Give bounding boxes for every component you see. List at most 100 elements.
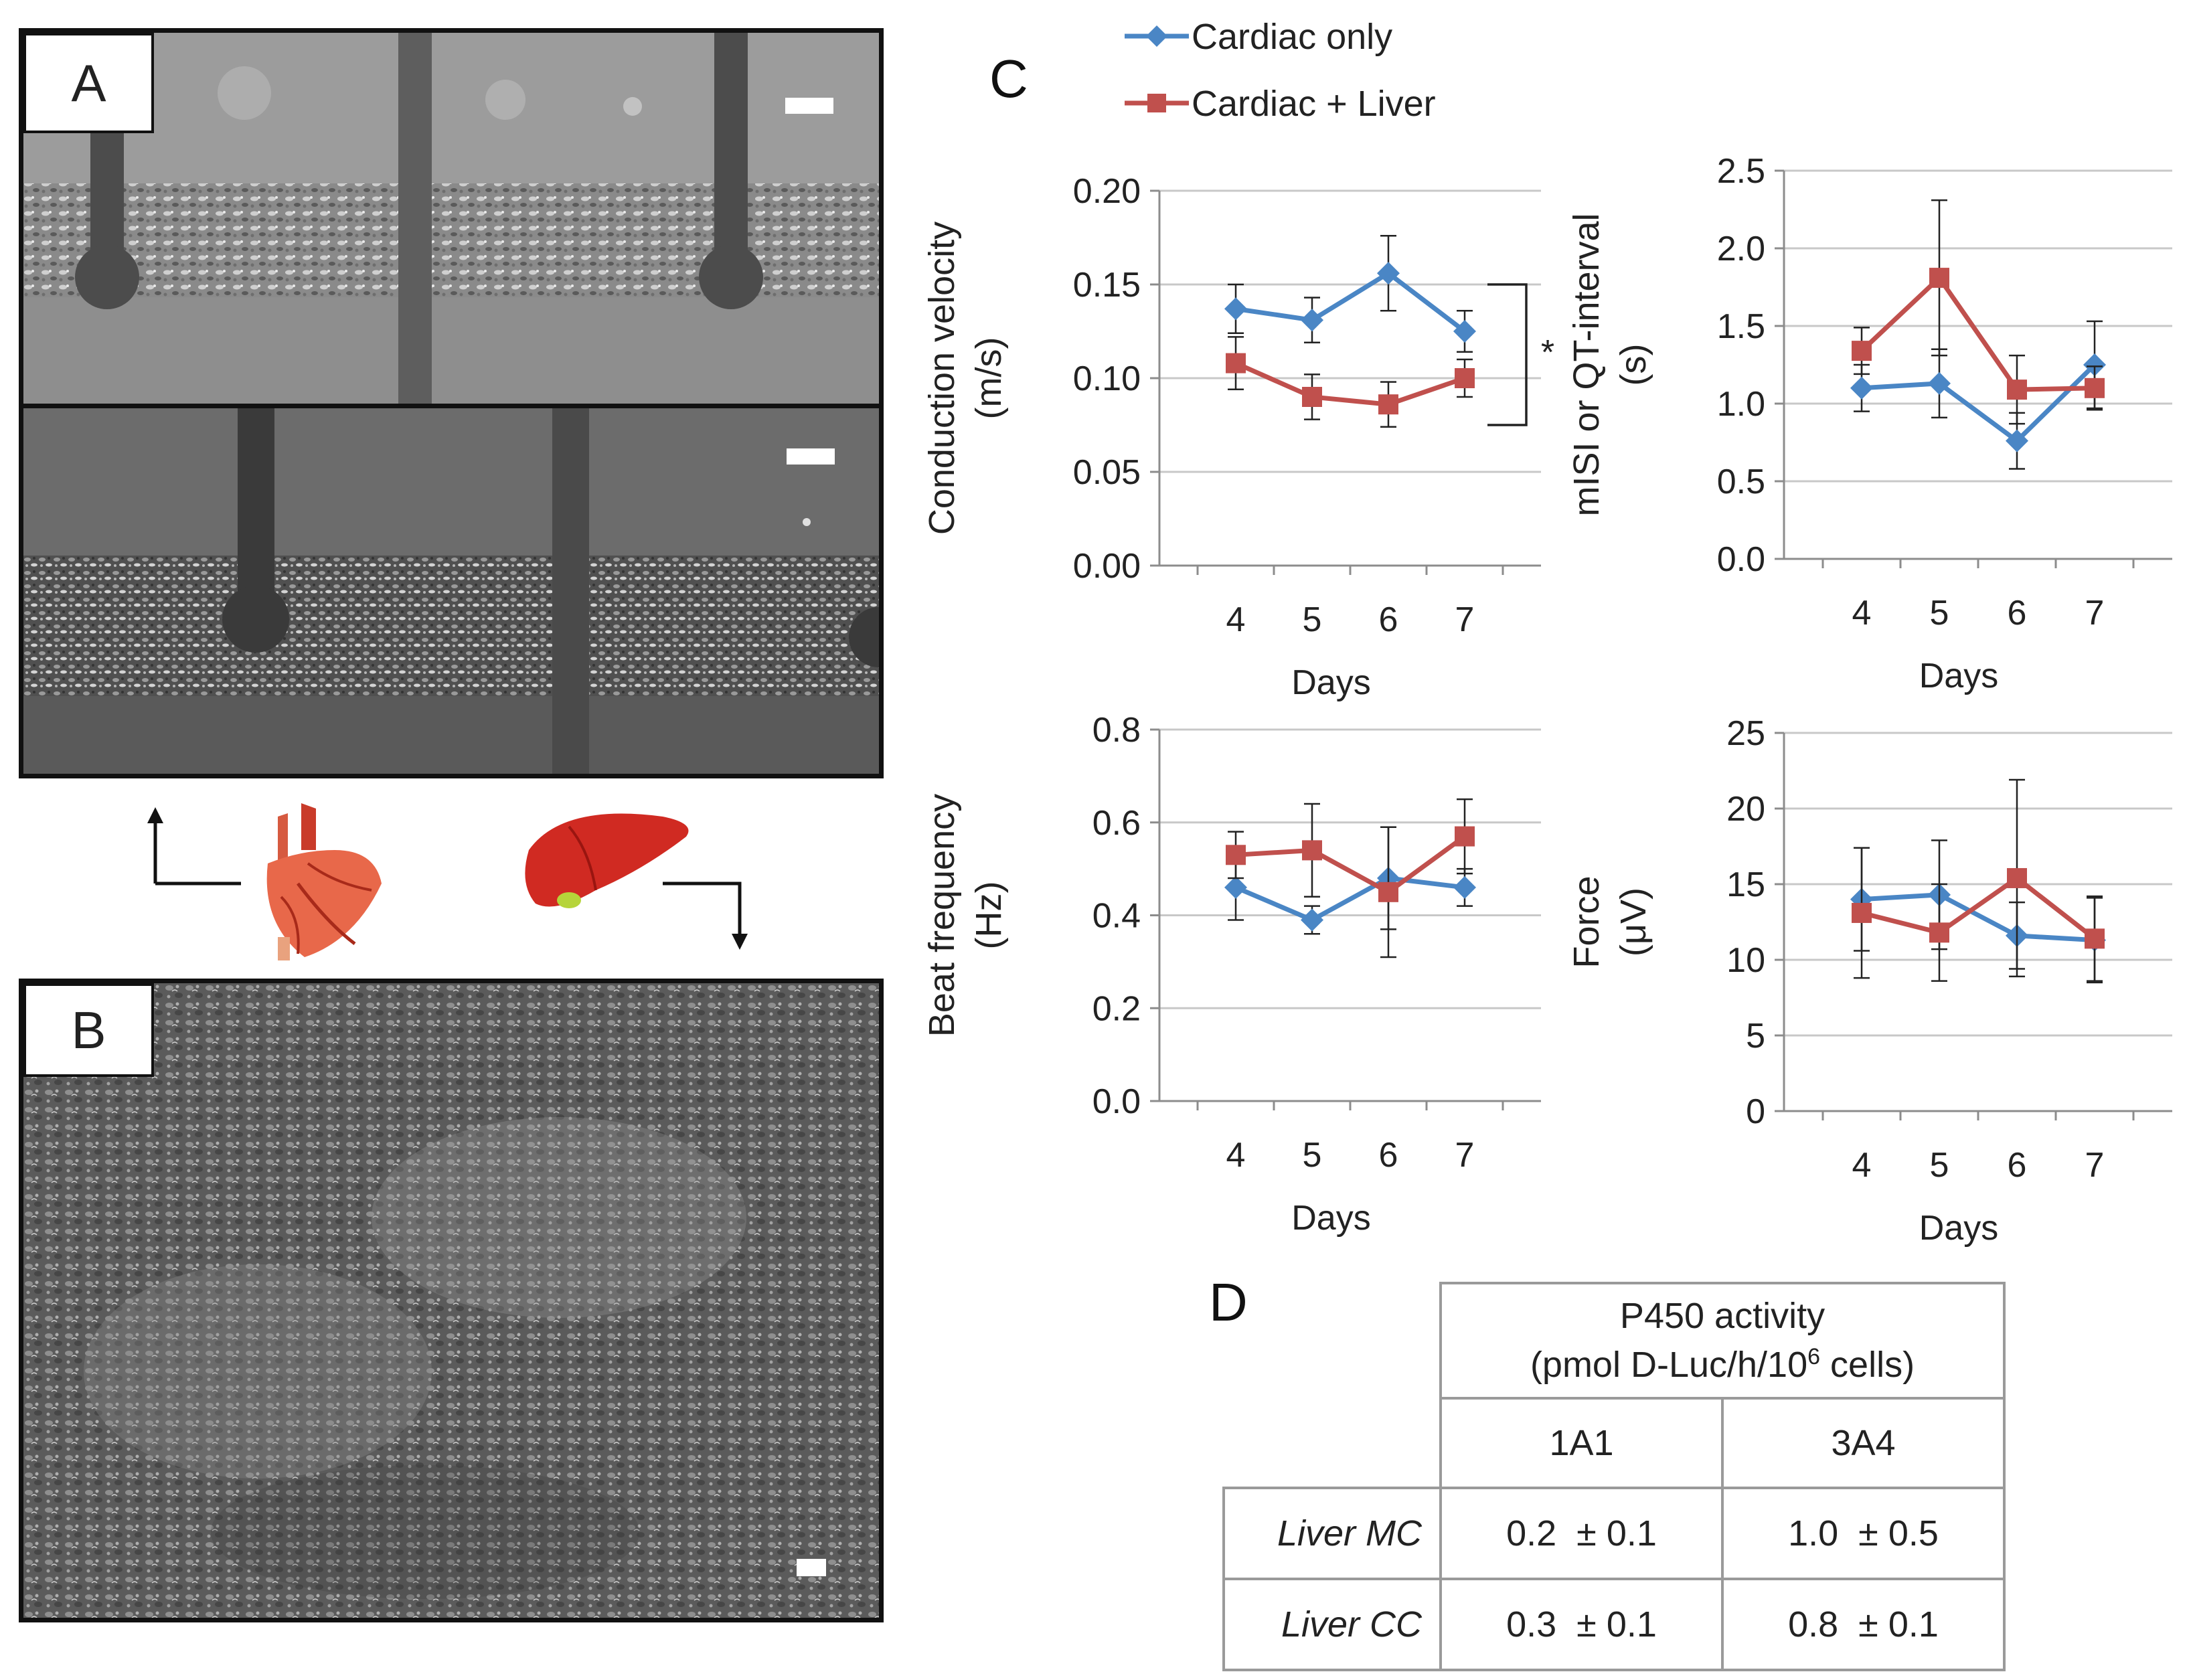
y-tick-label: 0.15	[1073, 266, 1141, 305]
y-tick-label: 25	[1726, 714, 1765, 753]
micrograph-a-bottom	[19, 404, 884, 778]
data-point	[2085, 928, 2105, 949]
y-tick-label: 0.8	[1092, 711, 1141, 750]
micrograph-a-top: A	[19, 28, 884, 412]
table-cell-value: 0.2 ± 0.1	[1439, 1487, 1724, 1580]
data-point	[1850, 376, 1873, 400]
y-axis-label: Force	[1566, 875, 1607, 968]
data-point	[1226, 845, 1246, 865]
arrow-down-icon	[663, 881, 748, 950]
y-axis-label: (m/s)	[969, 337, 1009, 420]
table-cell-value: 1.0 ± 0.5	[1721, 1487, 2006, 1580]
data-point	[1224, 297, 1247, 321]
x-tick-label: 6	[2008, 1146, 2027, 1185]
x-tick-label: 4	[1226, 1136, 1246, 1175]
series-line	[1234, 875, 1465, 923]
series-cardiac-liver	[1226, 798, 1475, 958]
legend-label-cardiac-liver: Cardiac + Liver	[1192, 84, 1436, 124]
x-tick-label: 7	[2085, 594, 2105, 633]
significance-bracket	[1487, 283, 1528, 426]
data-point	[1852, 341, 1872, 361]
series-cardiac-only	[1224, 234, 1476, 353]
heart-icon	[266, 803, 382, 960]
panel-a-label: A	[23, 33, 154, 133]
data-point	[1378, 881, 1398, 902]
y-tick-label: 0.20	[1073, 172, 1141, 211]
y-tick-label: 0.0	[1092, 1082, 1141, 1121]
series-cardiac-liver	[1226, 336, 1475, 428]
series-cardiac-liver	[1852, 199, 2105, 425]
table-header-units: (pmol D-Luc/h/106 cells)	[1443, 1341, 2002, 1390]
data-point	[1226, 353, 1246, 373]
table-row-label: Liver MC	[1222, 1487, 1442, 1580]
micrograph-b: B	[19, 979, 884, 1622]
y-tick-label: 0.00	[1073, 547, 1141, 586]
data-point	[1378, 394, 1398, 415]
y-tick-label: 0.2	[1092, 989, 1141, 1028]
x-tick-label: 6	[1379, 1136, 1398, 1175]
data-point	[1455, 826, 1475, 847]
y-axis-label: Beat frequency	[922, 794, 962, 1037]
series-line	[1860, 274, 2095, 392]
table-header-units-sup: 6	[1807, 1344, 1821, 1369]
table-header-title: P450 activity	[1619, 1296, 1825, 1337]
data-point	[1852, 902, 1872, 923]
legend-marker-cardiac-liver	[1125, 94, 1189, 112]
series-cardiac-only	[1224, 826, 1476, 935]
significance-star: *	[1541, 333, 1554, 372]
y-tick-label: 15	[1726, 865, 1765, 904]
data-point	[1928, 371, 1951, 395]
series-line	[1861, 892, 2095, 943]
chart-2: 0.0 0.2 0.4 0.6 0.8 4 5 6 7 Days Beat frequency (Hz…	[922, 711, 1541, 1238]
y-axis-label: Conduction velocity	[922, 222, 962, 535]
x-axis-label: Days	[1919, 657, 1998, 695]
data-point	[1302, 387, 1322, 407]
data-point	[1929, 922, 1949, 943]
y-tick-label: 0.05	[1073, 453, 1141, 492]
y-tick-label: 0.5	[1717, 463, 1765, 501]
y-tick-label: 5	[1746, 1017, 1765, 1056]
x-tick-label: 7	[1455, 1136, 1475, 1175]
y-tick-label: 1.5	[1717, 307, 1765, 346]
y-axis-label: (μV)	[1613, 888, 1653, 956]
data-point	[2007, 867, 2027, 888]
data-point	[1453, 320, 1476, 343]
series-line	[1234, 361, 1466, 407]
series-line	[1235, 270, 1467, 333]
y-tick-label: 0	[1746, 1092, 1765, 1131]
organ-arrows	[147, 803, 748, 960]
series-line	[1861, 363, 2097, 444]
chart-0: 0.00 0.05 0.10 0.15 0.20 4 5 6 7 Days Conduction v…	[922, 172, 1554, 702]
data-point	[1301, 309, 1323, 332]
panel-c-label: C	[989, 49, 1028, 108]
data-point	[1302, 840, 1322, 861]
x-tick-label: 5	[1930, 1146, 1949, 1185]
data-point	[2007, 380, 2027, 400]
data-point	[2083, 353, 2106, 376]
table-header-units-post: cells)	[1820, 1345, 1915, 1385]
y-axis-label: (Hz)	[969, 881, 1009, 950]
y-tick-label: 1.0	[1717, 385, 1765, 424]
table-cell-value: 0.3 ± 0.1	[1439, 1578, 1724, 1671]
micrograph-a-bottom-image	[23, 408, 879, 774]
y-axis-label: mISI or QT-interval	[1566, 213, 1607, 516]
y-tick-label: 2.5	[1717, 152, 1765, 191]
data-point	[1301, 908, 1323, 932]
table-cell-value: 0.8 ± 0.1	[1721, 1578, 2006, 1671]
legend-label-cardiac-only: Cardiac only	[1192, 17, 1393, 57]
x-tick-label: 7	[1455, 600, 1475, 639]
legend-marker-cardiac-only	[1125, 25, 1189, 47]
x-tick-label: 4	[1852, 1146, 1872, 1185]
data-point	[1455, 368, 1475, 388]
micrograph-a-top-image	[23, 33, 879, 408]
data-point	[1224, 875, 1247, 899]
y-tick-label: 2.0	[1717, 230, 1765, 268]
data-point	[2006, 429, 2028, 452]
chart-3: 0 5 10 15 20 25 4 5 6 7 Days Force (μV)	[1566, 714, 2172, 1248]
y-tick-label: 0.10	[1073, 359, 1141, 398]
table-header-units-pre: (pmol D-Luc/h/10	[1530, 1345, 1808, 1385]
x-tick-label: 4	[1226, 600, 1246, 639]
x-tick-label: 6	[1379, 600, 1398, 639]
y-tick-label: 0.0	[1717, 540, 1765, 579]
